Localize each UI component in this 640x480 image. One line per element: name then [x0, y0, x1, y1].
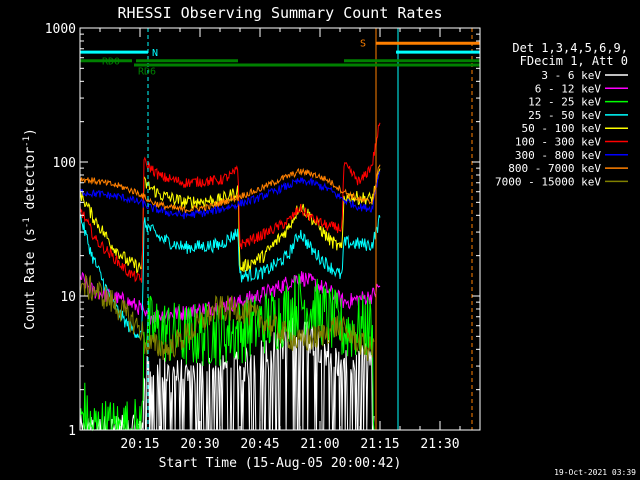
x-tick-label: 21:30: [420, 437, 459, 452]
legend: Det 1,3,4,5,6,9, FDecim 1, Att 0 3 - 6 k…: [495, 41, 628, 188]
legend-label-800-7000-kev: 800 - 7000 keV: [508, 162, 601, 175]
legend-header-line-2: FDecim 1, Att 0: [520, 54, 628, 68]
legend-label-25-50-kev: 25 - 50 keV: [528, 109, 601, 122]
y-tick-label: 100: [53, 156, 76, 171]
x-axis-label: Start Time (15-Aug-05 20:00:42): [159, 456, 402, 471]
legend-header-line-1: Det 1,3,4,5,6,9,: [512, 41, 628, 55]
x-tick-label: 20:45: [240, 437, 279, 452]
legend-label-100-300-kev: 100 - 300 keV: [515, 136, 601, 149]
state-bar-label-n: N: [152, 48, 158, 59]
chart-title: RHESSI Observing Summary Count Rates: [117, 4, 442, 22]
series-line-50-100-kev: [79, 168, 381, 274]
axes: 1 10 100 1000 20:15 20:30 20:45 21:00 21:15 21:30: [45, 22, 481, 452]
legend-label-300-800-kev: 300 - 800 keV: [515, 149, 601, 162]
y-axis-label: Count Rate (s-1 detector-1): [22, 128, 38, 330]
legend-label-7000-15000-kev: 7000 - 15000 keV: [495, 175, 601, 188]
legend-label-3-6-kev: 3 - 6 keV: [541, 69, 601, 82]
series-line-800-7000-kev: [79, 164, 381, 214]
y-axis-label-main: Count Rate (s: [23, 228, 38, 330]
y-tick-label: 10: [60, 290, 76, 305]
legend-label-6-12-kev: 6 - 12 keV: [535, 82, 602, 95]
x-tick-label: 21:15: [360, 437, 399, 452]
state-bar-label-rd0: RD0: [102, 57, 120, 68]
y-axis-label-sup2: -1: [22, 136, 32, 147]
y-tick-label: 1: [68, 424, 76, 439]
y-axis-label-mid: detector: [23, 147, 38, 218]
y-axis-label-end: ): [23, 128, 38, 136]
x-tick-label: 21:00: [300, 437, 339, 452]
y-tick-label: 1000: [45, 22, 76, 37]
generation-timestamp: 19-Oct-2021 03:39: [554, 468, 636, 477]
state-bar-label-rd6: RD6: [138, 67, 156, 78]
x-tick-label: 20:30: [180, 437, 219, 452]
legend-label-50-100-kev: 50 - 100 keV: [522, 122, 602, 135]
legend-label-12-25-kev: 12 - 25 keV: [528, 96, 601, 109]
series-line-6-12-kev: [79, 271, 381, 325]
series-line-7000-15000-kev: [79, 273, 375, 362]
y-axis-label-sup1: -1: [22, 217, 32, 228]
series-line-100-300-kev: [79, 122, 381, 283]
state-bar-label-s: S: [360, 38, 366, 49]
series-line-300-800-kev: [79, 171, 381, 220]
x-tick-label: 20:15: [120, 437, 159, 452]
